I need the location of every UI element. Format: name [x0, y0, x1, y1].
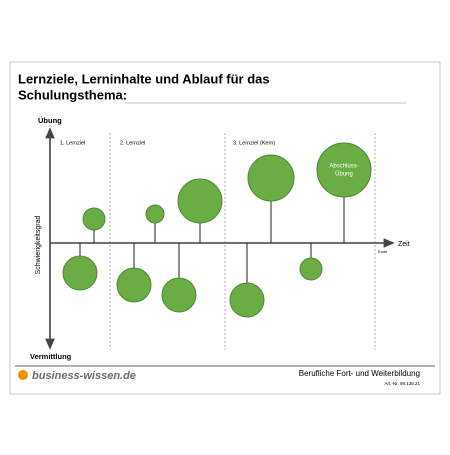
axis-label: Vermittlung — [30, 352, 72, 361]
article-number: Art.-Nr. 99.138.21 — [384, 381, 420, 386]
bubble — [62, 255, 98, 291]
bubble — [145, 204, 165, 224]
brand-dot — [18, 370, 28, 380]
bubble-label: Abschluss- — [329, 164, 358, 170]
bubble — [299, 257, 323, 281]
title: Schulungsthema: — [18, 87, 127, 102]
tagline: Berufliche Fort- und Weiterbildung — [299, 369, 420, 378]
bubble — [316, 142, 372, 198]
section-label: 1. Lernziel — [60, 140, 85, 146]
title: Lernziele, Lerninhalte und Ablauf für da… — [18, 71, 270, 86]
bubble — [161, 277, 197, 313]
axis-end-label: Ende — [378, 249, 388, 254]
axis-label: Schwierigkeitsgrad — [35, 216, 42, 275]
bubble — [177, 178, 223, 224]
bubble-label: Übung — [335, 171, 353, 178]
bubble — [247, 154, 295, 202]
slide-frame — [9, 61, 441, 395]
brand: business-wissen.de — [32, 370, 136, 382]
section-label: 3. Lernziel (Kern) — [233, 140, 275, 146]
section-label: 2. Lernziel — [120, 140, 145, 146]
axis-label: Übung — [38, 116, 62, 125]
axis-label: Zeit — [398, 241, 410, 248]
bubble — [229, 282, 265, 318]
bubble — [116, 267, 152, 303]
bubble — [82, 207, 106, 231]
bubbles: Abschluss- Übung — [62, 142, 372, 318]
